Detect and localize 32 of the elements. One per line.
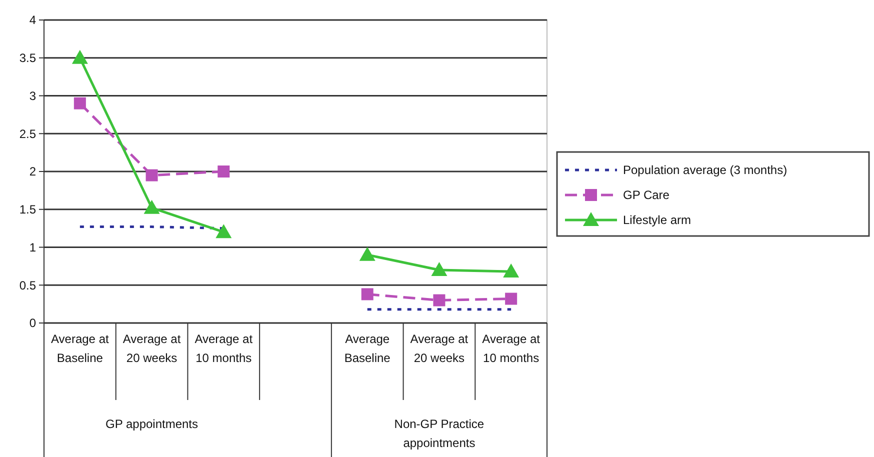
y-tick-label: 4 <box>29 13 36 28</box>
text: Non-GP Practice appointments <box>394 417 484 450</box>
text: GP appointments <box>106 417 198 431</box>
point <box>144 200 160 214</box>
x-tick-label: Average at 10 months <box>482 332 541 365</box>
point <box>361 288 374 300</box>
point <box>146 169 158 182</box>
point <box>216 224 232 238</box>
x-tick-label: Average at 20 weeks <box>410 332 469 365</box>
y-tick-label: 2 <box>29 164 36 179</box>
point <box>218 166 230 178</box>
point <box>74 97 86 110</box>
point <box>505 292 518 305</box>
point <box>503 263 520 278</box>
legend-label: Lifestyle arm <box>623 213 692 228</box>
y-tick-label: 0.5 <box>19 278 36 292</box>
point <box>359 246 376 261</box>
x-tick-label: Average at 10 months <box>194 332 254 365</box>
legend-label: Population average (3 months) <box>623 163 788 178</box>
legend-label: GP Care <box>623 188 670 202</box>
x-tick-label: Average at Baseline <box>51 332 110 365</box>
y-tick-label: 0 <box>29 316 36 330</box>
x-tick-label: Average at 20 weeks <box>122 332 182 365</box>
y-tick-label: 1 <box>29 240 36 254</box>
y-tick-label: 2.5 <box>19 126 36 141</box>
y-tick-label: 1.5 <box>19 202 36 217</box>
x-tick-label: Average Baseline <box>344 332 391 365</box>
point <box>433 294 446 306</box>
y-tick-label: 3 <box>29 88 36 103</box>
point <box>431 262 448 276</box>
y-tick-label: 3.5 <box>19 51 36 66</box>
point <box>72 50 88 64</box>
